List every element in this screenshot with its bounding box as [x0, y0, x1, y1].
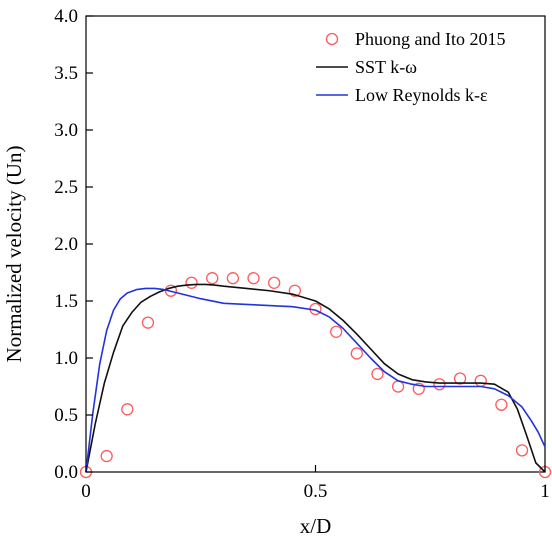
y-tick-label: 4.0	[54, 6, 78, 27]
series-0	[79, 272, 552, 479]
series-2	[85, 287, 546, 473]
x-axis-label: x/D	[300, 514, 332, 538]
series-layer	[79, 272, 552, 479]
y-tick-label: 2.0	[54, 234, 78, 255]
data-point	[121, 403, 134, 416]
legend-item: SST k-ω	[316, 57, 417, 77]
data-point	[391, 380, 405, 393]
data-point	[433, 378, 446, 391]
y-tick-label: 3.5	[54, 63, 78, 84]
data-point	[185, 276, 198, 289]
y-axis-label: Normalized velocity (Un)	[2, 146, 26, 363]
data-point	[412, 382, 425, 395]
data-point	[371, 367, 384, 381]
data-point	[100, 449, 113, 463]
legend-item: Low Reynolds k-ε	[316, 85, 488, 105]
y-tick-label: 0.5	[54, 405, 78, 426]
data-point	[268, 276, 281, 289]
y-tick-label: 3.0	[54, 120, 78, 141]
legend-label: Phuong and Ito 2015	[355, 29, 506, 49]
data-point	[474, 374, 487, 387]
data-point	[206, 272, 219, 285]
legend-label: SST k-ω	[355, 57, 417, 77]
y-tick-label: 2.5	[54, 177, 78, 198]
data-point	[247, 272, 260, 285]
data-point	[495, 398, 508, 411]
y-tick-label: 1.5	[54, 291, 78, 312]
data-point	[141, 316, 155, 329]
x-tick-label: 0	[81, 481, 91, 502]
data-point	[350, 347, 363, 360]
legend: Phuong and Ito 2015 SST k-ω Low Reynolds k…	[316, 29, 506, 105]
data-point	[288, 284, 301, 297]
data-point	[453, 372, 467, 385]
y-tick-label: 1.0	[54, 348, 78, 369]
series-line	[85, 287, 546, 473]
x-tick-label: 1	[540, 481, 550, 502]
data-point	[226, 272, 240, 285]
data-point	[330, 325, 343, 338]
y-axis-ticks: 0.0 0.5 1.0 1.5 2.0 2.5 3.0 3.5 4.0	[54, 6, 93, 483]
y-tick-label: 0.0	[54, 462, 78, 483]
data-point	[515, 444, 529, 457]
series-line	[85, 283, 546, 473]
x-axis-ticks: 0 0.5 1	[81, 465, 550, 502]
legend-item: Phuong and Ito 2015	[325, 29, 506, 49]
legend-label: Low Reynolds k-ε	[355, 85, 488, 105]
plot-area: 0 0.5 1 0.00.51.01.52.02.53.03.54.0	[54, 6, 552, 502]
x-tick-label: 0.5	[304, 481, 328, 502]
series-1	[85, 283, 546, 473]
legend-marker	[325, 32, 339, 46]
